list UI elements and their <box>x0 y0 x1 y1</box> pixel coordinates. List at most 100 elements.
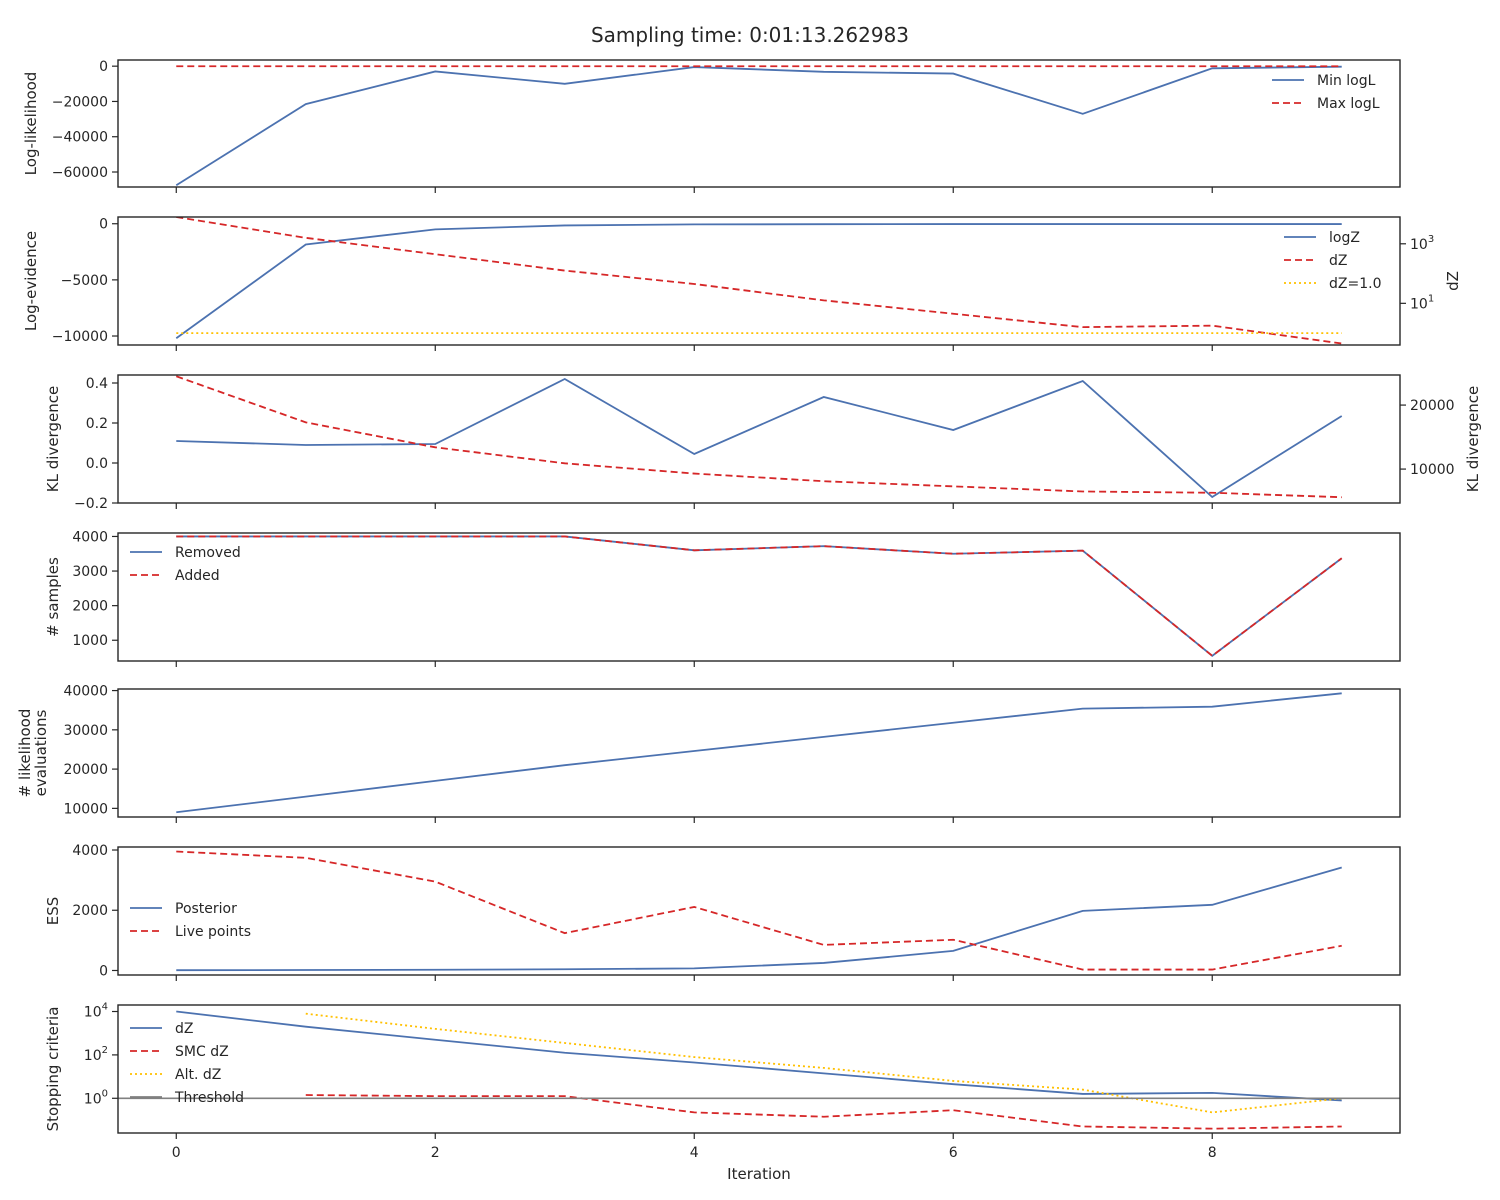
axes-frame <box>117 374 1401 504</box>
series-line-removed <box>176 535 1343 657</box>
y-axis-label: evaluations <box>32 709 50 796</box>
legend-label: Alt. dZ <box>175 1067 221 1083</box>
y-tick-label: 100 <box>84 1088 108 1107</box>
y-axis-label: ESS <box>44 897 62 926</box>
x-tick-label: 6 <box>949 1145 958 1161</box>
subplot-3: 0.4 0.2 0.0 −0.2 KL divergence 20000 10000 KL d… <box>44 374 1482 512</box>
axes-frame <box>117 59 1401 188</box>
legend-label: Live points <box>175 924 251 940</box>
legend: dZ SMC dZ Alt. dZ Threshold <box>130 1021 244 1106</box>
y-tick-label: 2000 <box>72 903 108 919</box>
right-y-tick-label: 10000 <box>1410 462 1455 478</box>
y-tick-label: 0.2 <box>86 416 108 432</box>
series-line-series-0 <box>176 692 1342 814</box>
series-line-added <box>176 535 1343 657</box>
y-axis-label: Stopping criteria <box>44 1007 62 1132</box>
series-line-dz <box>176 1010 1342 1102</box>
x-tick-label: 0 <box>172 1145 181 1161</box>
y-tick-label: 40000 <box>63 684 108 700</box>
legend-label: dZ <box>1329 253 1347 269</box>
legend-label: Min logL <box>1317 73 1376 89</box>
y-axis-label: # likelihood <box>16 709 34 798</box>
legend: Min logL Max logL <box>1272 73 1380 112</box>
figure-title: Sampling time: 0:01:13.262983 <box>591 23 909 47</box>
y-tick-label: 3000 <box>72 564 108 580</box>
plot-area <box>175 217 1342 345</box>
legend-label: SMC dZ <box>175 1044 229 1060</box>
plot-area <box>176 850 1342 972</box>
right-y-axis-label: dZ <box>1444 271 1462 291</box>
y-tick-label: 0 <box>99 217 108 233</box>
legend-label: dZ <box>175 1021 193 1037</box>
legend: Posterior Live points <box>130 901 251 940</box>
y-tick-label: 10000 <box>63 801 108 817</box>
subplot-1: 0 −20000 −40000 −60000 Log-likelihood Min log… <box>22 59 1401 193</box>
y-tick-label: −40000 <box>52 130 108 146</box>
y-tick-label: 0 <box>99 963 108 979</box>
series-line-alt-dz <box>305 1012 1342 1114</box>
axes-frame <box>117 688 1401 818</box>
x-tick-label: 4 <box>690 1145 699 1161</box>
legend-label: logZ <box>1329 230 1360 246</box>
x-axis-label: Iteration <box>727 1165 791 1183</box>
subplot-2: 0 −5000 −10000 Log-evidence 103 101 dZ logZ dZ dZ… <box>22 216 1462 351</box>
axes-frame <box>117 846 1401 976</box>
y-tick-label: 102 <box>84 1045 108 1064</box>
series-line-logz <box>175 223 1342 339</box>
series-line-live-points <box>176 850 1342 971</box>
right-y-tick-label: 101 <box>1410 293 1434 312</box>
plot-area <box>175 375 1343 499</box>
y-tick-label: 0 <box>99 59 108 75</box>
legend-label: Removed <box>175 545 241 561</box>
legend-label: Posterior <box>175 901 237 917</box>
subplots: 0 −20000 −40000 −60000 Log-likelihood Min log… <box>16 59 1482 1183</box>
axes-frame <box>117 1004 1401 1134</box>
plot-area <box>176 692 1342 814</box>
y-axis-label: Log-evidence <box>22 231 40 331</box>
series-line-dz <box>176 217 1342 345</box>
y-tick-label: −0.2 <box>74 496 108 512</box>
series-line-right-series-0 <box>175 375 1342 499</box>
right-y-tick-label: 20000 <box>1410 398 1455 414</box>
y-axis-label: KL divergence <box>44 386 62 492</box>
plot-area <box>118 1010 1400 1130</box>
legend-label: Added <box>175 568 220 584</box>
y-tick-label: 0.0 <box>86 456 108 472</box>
y-tick-label: 30000 <box>63 723 108 739</box>
legend-label: dZ=1.0 <box>1329 276 1381 292</box>
legend-label: Threshold <box>174 1090 244 1106</box>
legend: logZ dZ dZ=1.0 <box>1284 230 1381 292</box>
subplot-4: 4000 3000 2000 1000 # samples Removed Added <box>44 529 1401 667</box>
series-line-smc-dz <box>305 1094 1342 1130</box>
legend-label: Max logL <box>1317 96 1380 112</box>
y-tick-label: 4000 <box>72 843 108 859</box>
subplot-7: 104 102 100 Stopping criteria dZ SMC dZ Alt. d… <box>44 1002 1401 1183</box>
series-line-posterior <box>176 866 1342 972</box>
y-tick-label: 104 <box>84 1002 108 1021</box>
x-tick-label: 8 <box>1208 1145 1217 1161</box>
y-tick-label: 0.4 <box>86 376 108 392</box>
y-tick-label: 1000 <box>72 633 108 649</box>
y-tick-label: 2000 <box>72 599 108 615</box>
plot-area <box>176 535 1343 657</box>
y-tick-label: −10000 <box>52 329 108 345</box>
y-axis-label: # samples <box>44 557 62 637</box>
axes-frame <box>117 532 1401 662</box>
series-line-min-logl <box>175 65 1342 186</box>
x-tick-label: 2 <box>431 1145 440 1161</box>
series-line-series-0 <box>176 377 1343 499</box>
y-tick-label: −20000 <box>52 94 108 110</box>
y-tick-label: −60000 <box>52 165 108 181</box>
plot-area <box>175 65 1342 186</box>
y-tick-label: 4000 <box>72 529 108 545</box>
subplot-5: 40000 30000 20000 10000 # likelihoodevaluati… <box>16 684 1401 823</box>
axes-frame <box>117 216 1401 346</box>
right-y-tick-label: 103 <box>1410 234 1434 253</box>
subplot-6: 4000 2000 0 ESS Posterior Live points <box>44 843 1401 981</box>
y-tick-label: 20000 <box>63 762 108 778</box>
right-y-axis-label: KL divergence <box>1464 386 1482 492</box>
y-axis-label: Log-likelihood <box>22 72 40 176</box>
y-tick-label: −5000 <box>61 273 108 289</box>
legend: Removed Added <box>130 545 241 584</box>
